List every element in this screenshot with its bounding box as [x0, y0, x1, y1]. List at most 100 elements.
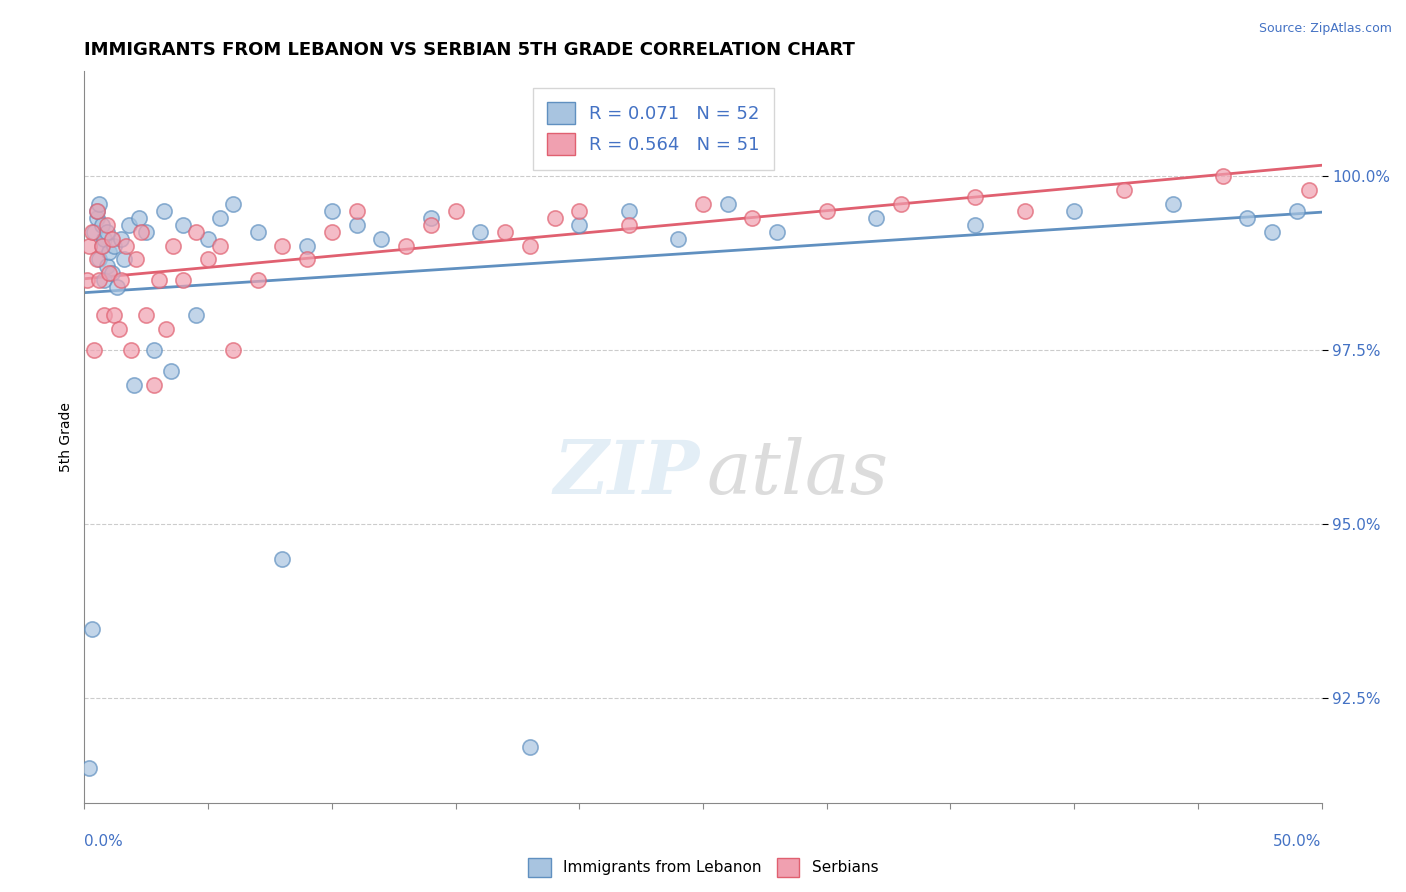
- Point: [100, 231, 122, 245]
- Text: 0.0%: 0.0%: [84, 834, 124, 849]
- Point: [103, 308, 125, 322]
- Point: [80, 622, 103, 636]
- Point: [617, 218, 640, 232]
- Point: [890, 196, 912, 211]
- Point: [115, 238, 138, 252]
- Point: [568, 218, 591, 232]
- Point: [96, 225, 118, 239]
- Point: [321, 203, 343, 218]
- Point: [271, 552, 294, 566]
- Point: [96, 260, 118, 274]
- Legend: Immigrants from Lebanon, Serbians: Immigrants from Lebanon, Serbians: [520, 850, 886, 884]
- Point: [160, 364, 183, 378]
- Text: ZIP: ZIP: [553, 437, 699, 510]
- Point: [666, 231, 689, 245]
- Point: [346, 218, 368, 232]
- Point: [122, 377, 145, 392]
- Point: [80, 225, 103, 239]
- Point: [184, 225, 207, 239]
- Point: [519, 238, 541, 252]
- Point: [1014, 203, 1036, 218]
- Point: [155, 322, 177, 336]
- Point: [90, 218, 112, 232]
- Point: [112, 252, 135, 267]
- Point: [370, 231, 392, 245]
- Point: [1236, 211, 1258, 225]
- Text: IMMIGRANTS FROM LEBANON VS SERBIAN 5TH GRADE CORRELATION CHART: IMMIGRANTS FROM LEBANON VS SERBIAN 5TH G…: [84, 41, 855, 59]
- Point: [209, 211, 232, 225]
- Point: [1261, 225, 1284, 239]
- Point: [419, 211, 441, 225]
- Point: [815, 203, 838, 218]
- Point: [110, 273, 132, 287]
- Point: [105, 280, 128, 294]
- Point: [766, 225, 789, 239]
- Point: [128, 211, 150, 225]
- Point: [197, 252, 219, 267]
- Point: [118, 218, 141, 232]
- Point: [162, 238, 184, 252]
- Point: [222, 343, 245, 357]
- Point: [103, 238, 125, 252]
- Point: [470, 225, 492, 239]
- Point: [120, 343, 142, 357]
- Point: [222, 196, 245, 211]
- Point: [125, 252, 148, 267]
- Point: [321, 225, 343, 239]
- Point: [76, 273, 98, 287]
- Point: [543, 211, 565, 225]
- Point: [741, 211, 763, 225]
- Point: [89, 273, 111, 287]
- Point: [96, 218, 118, 232]
- Point: [1063, 203, 1085, 218]
- Point: [89, 196, 111, 211]
- Point: [86, 211, 108, 225]
- Point: [295, 238, 318, 252]
- Text: 50.0%: 50.0%: [1274, 834, 1322, 849]
- Point: [1112, 183, 1135, 197]
- Point: [93, 273, 115, 287]
- Point: [110, 231, 132, 245]
- Point: [98, 245, 121, 260]
- Point: [246, 225, 269, 239]
- Point: [152, 203, 174, 218]
- Point: [395, 238, 418, 252]
- Point: [692, 196, 714, 211]
- Point: [1212, 169, 1234, 183]
- Point: [108, 322, 131, 336]
- Point: [79, 761, 101, 775]
- Point: [142, 343, 165, 357]
- Point: [90, 238, 112, 252]
- Point: [246, 273, 269, 287]
- Point: [98, 266, 121, 280]
- Point: [89, 252, 111, 267]
- Point: [519, 740, 541, 755]
- Point: [86, 203, 108, 218]
- Point: [568, 203, 591, 218]
- Point: [83, 343, 105, 357]
- Point: [93, 308, 115, 322]
- Point: [717, 196, 740, 211]
- Point: [83, 225, 105, 239]
- Point: [965, 190, 987, 204]
- Point: [295, 252, 318, 267]
- Text: atlas: atlas: [707, 437, 889, 510]
- Point: [86, 252, 108, 267]
- Point: [135, 308, 157, 322]
- Point: [1298, 183, 1320, 197]
- Point: [79, 238, 101, 252]
- Point: [209, 238, 232, 252]
- Legend: R = 0.071   N = 52, R = 0.564   N = 51: R = 0.071 N = 52, R = 0.564 N = 51: [533, 87, 773, 169]
- Point: [100, 266, 122, 280]
- Point: [129, 225, 152, 239]
- Point: [86, 203, 108, 218]
- Point: [1285, 203, 1308, 218]
- Point: [184, 308, 207, 322]
- Point: [142, 377, 165, 392]
- Point: [172, 218, 194, 232]
- Point: [197, 231, 219, 245]
- Point: [172, 273, 194, 287]
- Point: [965, 218, 987, 232]
- Point: [346, 203, 368, 218]
- Point: [617, 203, 640, 218]
